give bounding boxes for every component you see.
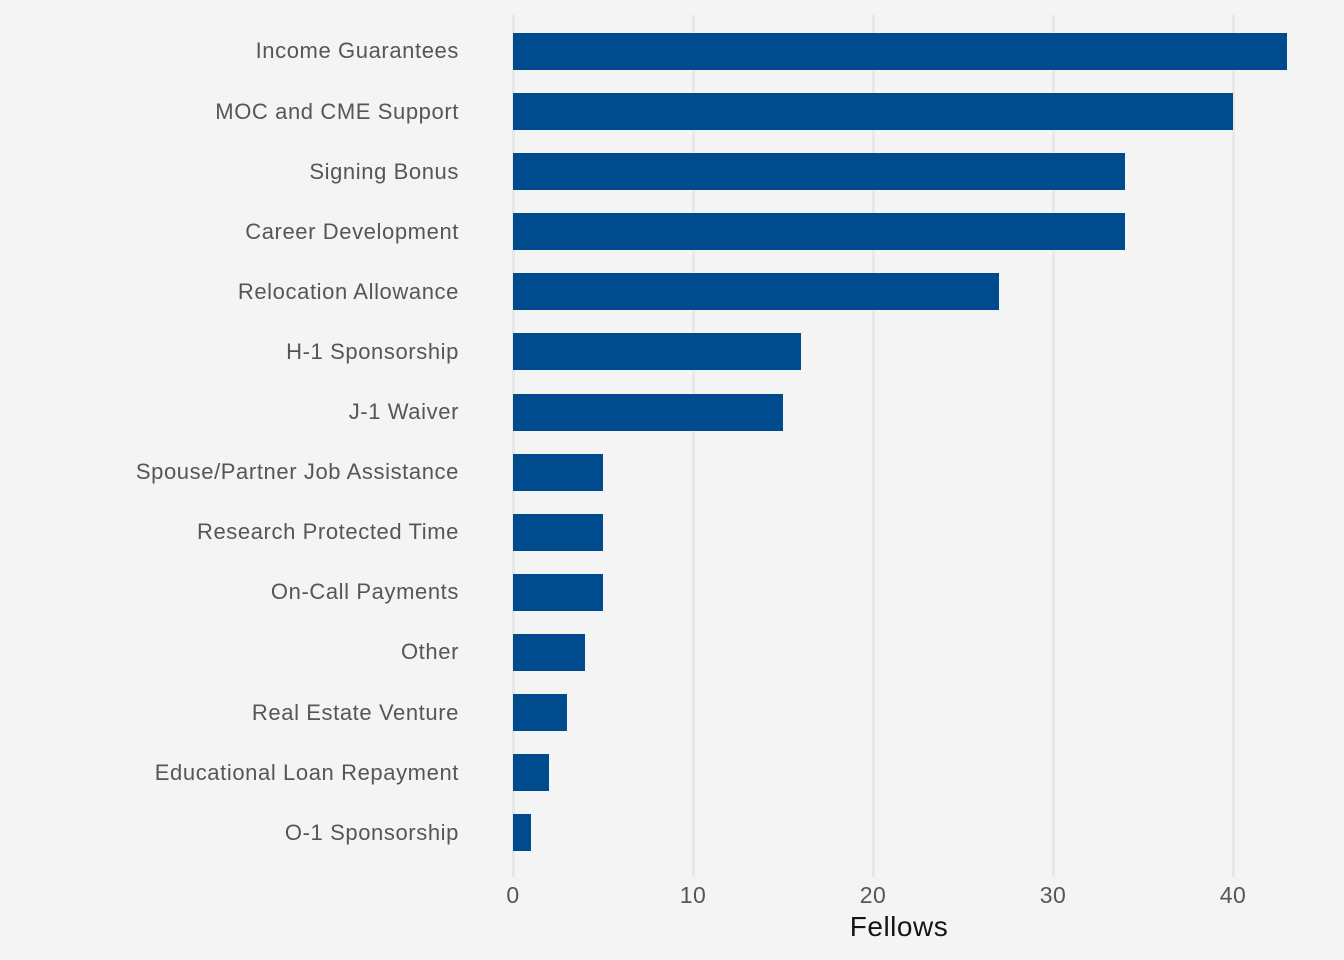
category-label: Research Protected Time <box>196 519 459 545</box>
bar <box>513 93 1233 131</box>
bar <box>513 513 603 551</box>
category-label: MOC and CME Support <box>215 98 459 124</box>
bar <box>513 32 1287 70</box>
bar <box>513 213 1125 251</box>
category-label: On-Call Payments <box>270 579 459 605</box>
category-label: Spouse/Partner Job Assistance <box>135 459 459 485</box>
category-label: J-1 Waiver <box>348 399 459 425</box>
bar <box>513 333 801 371</box>
x-gridline <box>691 15 695 877</box>
bar <box>513 694 567 732</box>
x-gridline <box>511 15 515 877</box>
x-axis-title: Fellows <box>849 911 949 942</box>
category-label: H-1 Sponsorship <box>286 338 459 364</box>
bar <box>513 573 603 611</box>
x-tick-label: 0 <box>506 882 520 908</box>
bar <box>513 754 549 792</box>
x-gridline <box>871 15 875 877</box>
bar <box>513 453 603 491</box>
category-label: O-1 Sponsorship <box>284 819 459 845</box>
category-label: Relocation Allowance <box>237 278 459 304</box>
x-tick-label: 40 <box>1219 882 1247 908</box>
category-label: Signing Bonus <box>309 158 459 184</box>
bar <box>513 153 1125 191</box>
x-tick-label: 20 <box>859 882 887 908</box>
category-label: Educational Loan Repayment <box>154 759 459 785</box>
x-tick-label: 30 <box>1039 882 1067 908</box>
bar <box>513 814 531 852</box>
category-label: Real Estate Venture <box>251 699 459 725</box>
x-gridline <box>1231 15 1235 877</box>
bar <box>513 393 783 431</box>
category-label: Career Development <box>245 218 459 244</box>
category-label: Other <box>400 639 459 665</box>
bar <box>513 633 585 671</box>
category-label: Income Guarantees <box>255 38 459 64</box>
x-tick-label: 10 <box>679 882 707 908</box>
bar <box>513 273 999 311</box>
x-gridline <box>1051 15 1055 877</box>
